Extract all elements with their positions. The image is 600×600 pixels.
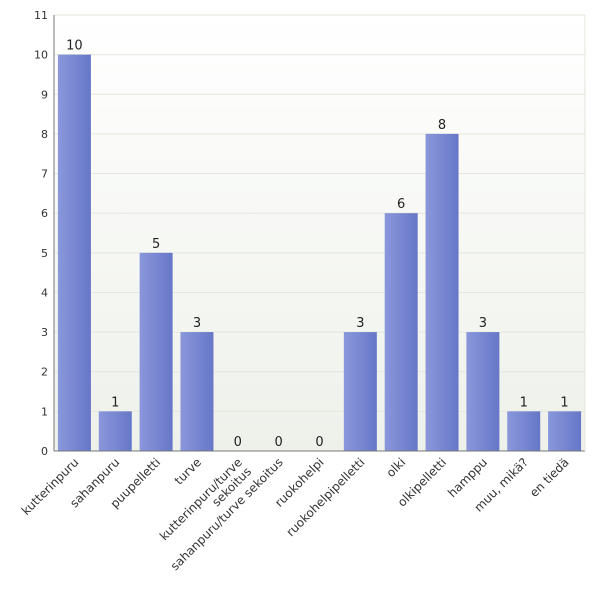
plot-area: [54, 15, 585, 451]
bar: [57, 54, 91, 452]
bar: [384, 213, 418, 451]
y-tick-label: 11: [34, 9, 48, 22]
data-label: 1: [520, 395, 528, 410]
data-label: 3: [479, 316, 487, 331]
y-tick-label: 7: [41, 168, 48, 181]
bar: [180, 332, 214, 451]
data-label: 1: [111, 395, 119, 410]
data-label: 5: [152, 237, 160, 252]
x-tick-label: turve: [172, 455, 204, 487]
bar: [98, 411, 132, 451]
x-tick-label: ruokohelpipelletti: [283, 455, 367, 539]
axes: [53, 15, 586, 452]
y-tick-labels: 0 1 2 3 4 5 6 7 8 9 10 11: [34, 9, 48, 458]
bar: [139, 252, 173, 451]
x-tick-label: en tiedä: [527, 455, 572, 500]
data-label: 8: [438, 118, 446, 133]
data-label: 0: [275, 435, 283, 450]
data-label: 6: [397, 197, 405, 212]
bar: [343, 332, 377, 451]
data-labels: 10 1 5 3 0 0 0 3 6 8 3 1 1: [66, 39, 569, 450]
y-tick-label: 3: [41, 326, 48, 339]
bar: [466, 332, 500, 451]
x-tick-label: kutterinpuru: [19, 455, 82, 518]
data-label: 10: [66, 39, 83, 54]
bar: [548, 411, 582, 451]
y-tick-label: 5: [41, 247, 48, 260]
x-tick-label: olki: [384, 455, 409, 480]
y-tick-label: 10: [34, 49, 48, 62]
data-label: 0: [234, 435, 242, 450]
y-tick-label: 2: [41, 366, 48, 379]
data-label: 1: [560, 395, 568, 410]
y-tick-label: 9: [41, 88, 48, 101]
bar: [507, 411, 541, 451]
y-tick-label: 0: [41, 445, 48, 458]
data-label: 3: [356, 316, 364, 331]
data-label: 3: [193, 316, 201, 331]
bar: [425, 133, 459, 451]
y-tick-label: 8: [41, 128, 48, 141]
data-label: 0: [315, 435, 323, 450]
y-tick-label: 4: [41, 286, 48, 299]
bars: [57, 54, 582, 452]
y-tick-label: 6: [41, 207, 48, 220]
y-tick-label: 1: [41, 405, 48, 418]
